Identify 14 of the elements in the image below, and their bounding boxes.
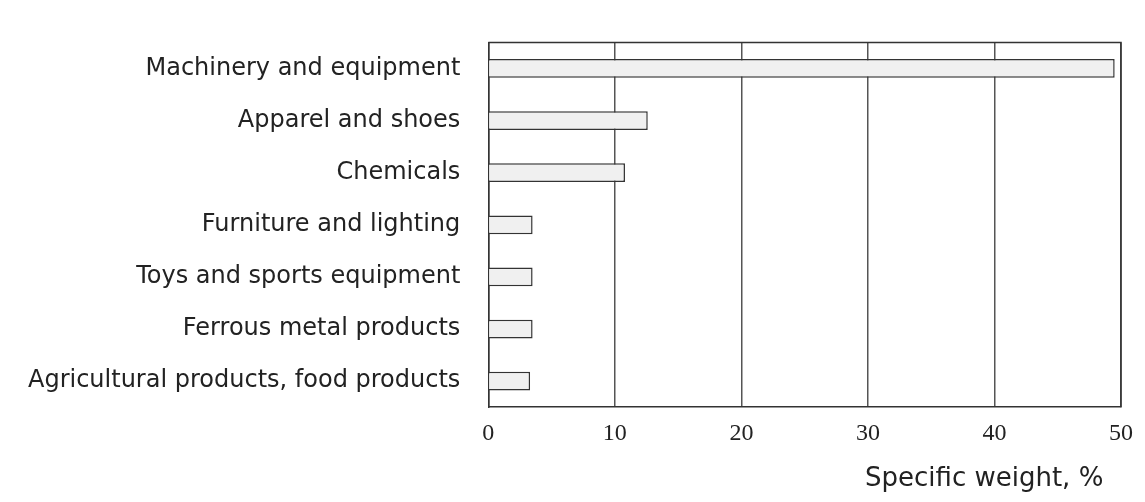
x-tick-label: 10 [602,418,627,445]
x-tick-label: 20 [729,418,754,445]
x-axis-title: Specific weight, % [865,462,1104,492]
y-tick-label: Furniture and lighting [201,209,461,238]
x-tick-label: 0 [482,418,495,445]
y-tick-label: Ferrous metal products [182,313,461,342]
x-tick-label: 50 [1109,418,1133,445]
y-tick-label: Chemicals [336,156,461,185]
x-tick-label: 30 [855,418,880,445]
x-tick-label: 40 [982,418,1007,445]
y-tick-label: Apparel and shoes [237,104,461,133]
y-tick-label: Agricultural products, food products [27,365,461,394]
y-tick-label: Machinery and equipment [145,52,461,81]
y-tick-label: Toys and sports equipment [135,261,461,290]
